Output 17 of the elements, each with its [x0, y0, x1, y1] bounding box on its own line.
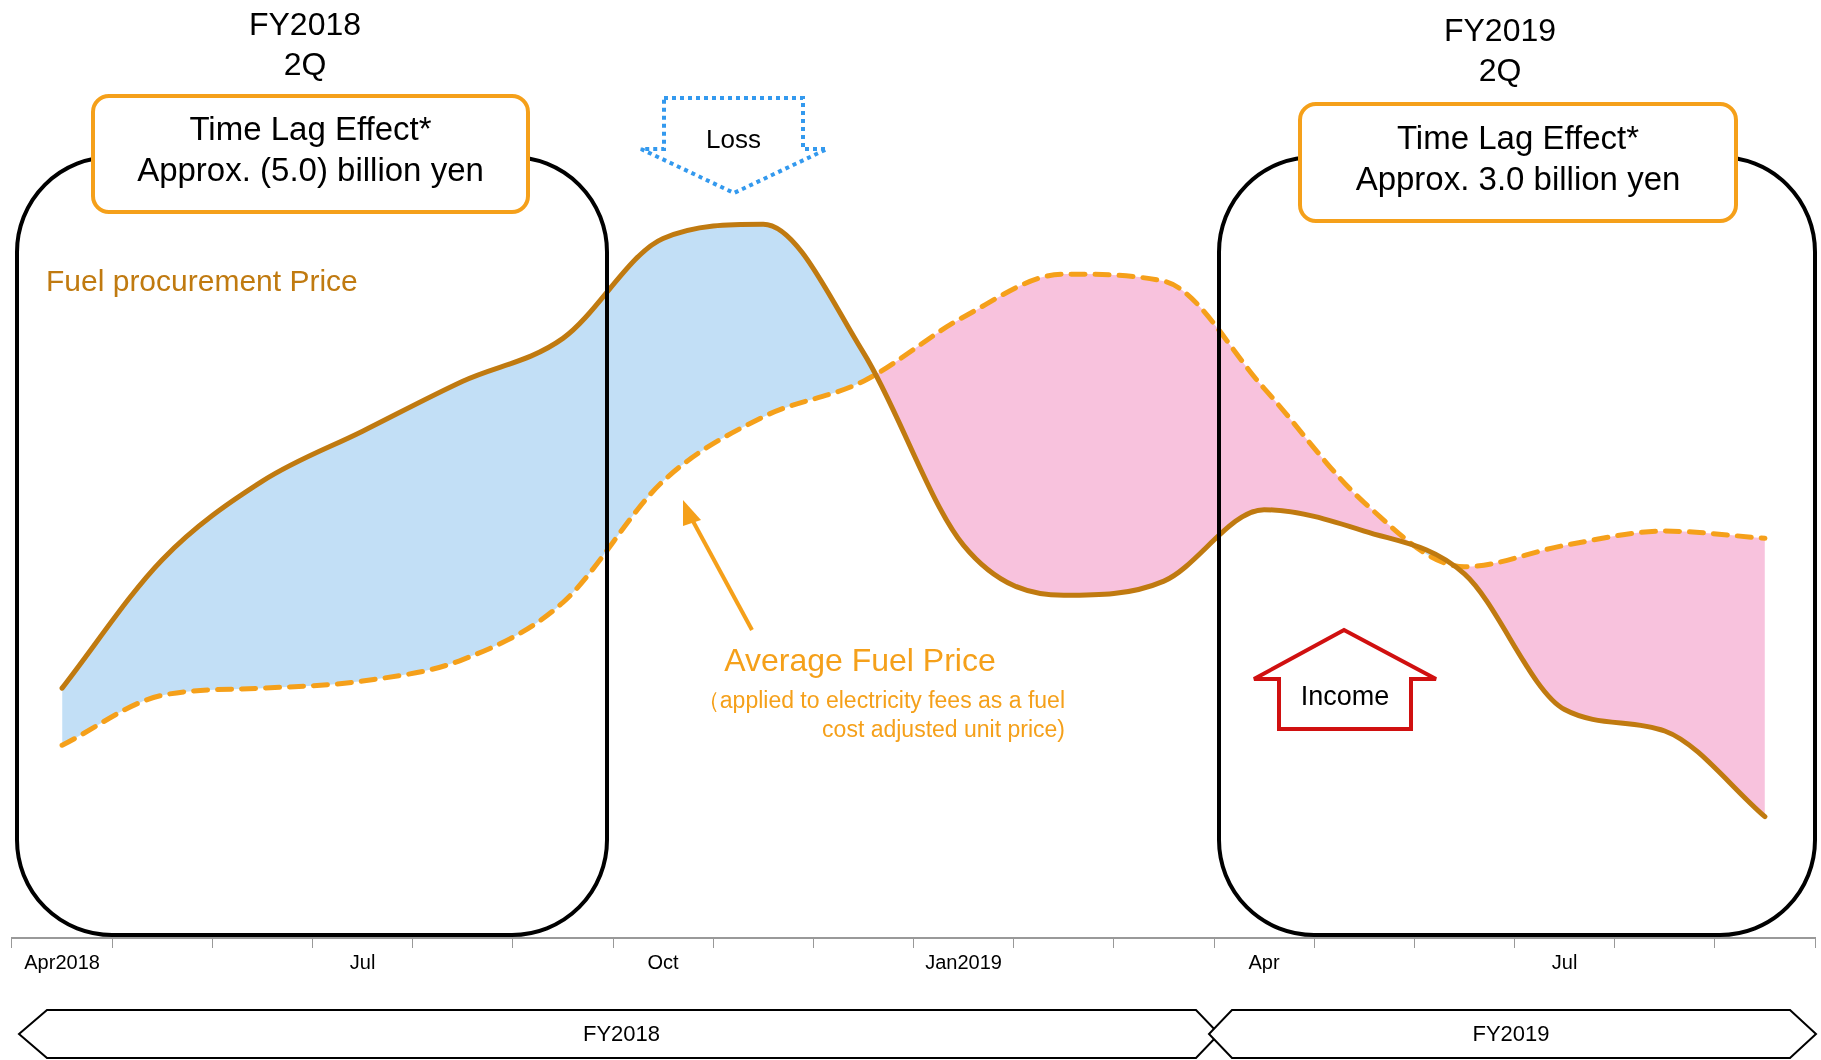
- text: FY2018 2Q: [247, 5, 363, 84]
- text: FY2018: [581, 1020, 662, 1048]
- text: Fuel procurement Price: [46, 263, 358, 299]
- text: FY2019 2Q: [1442, 11, 1558, 90]
- x-tick-label: Oct: [647, 950, 680, 973]
- x-tick-label: Jan2019: [925, 950, 1002, 973]
- text: Loss: [705, 123, 762, 156]
- x-tick-label: Jul: [1551, 950, 1578, 973]
- annotation: Income: [1299, 680, 1391, 713]
- x-tick-label: Apr: [1248, 950, 1280, 973]
- text: Time Lag Effect* Approx. (5.0) billion yen: [136, 109, 485, 191]
- text: Average Fuel Price: [723, 641, 997, 680]
- text: Time Lag Effect* Approx. 3.0 billion yen: [1354, 118, 1682, 200]
- annotation: （applied to electricity fees as a fuel cost adjusted unit price): [695, 686, 1065, 744]
- text: FY2019: [1471, 1020, 1551, 1048]
- x-tick-label: Jul: [349, 950, 376, 973]
- x-tick-label: Apr2018: [24, 950, 100, 973]
